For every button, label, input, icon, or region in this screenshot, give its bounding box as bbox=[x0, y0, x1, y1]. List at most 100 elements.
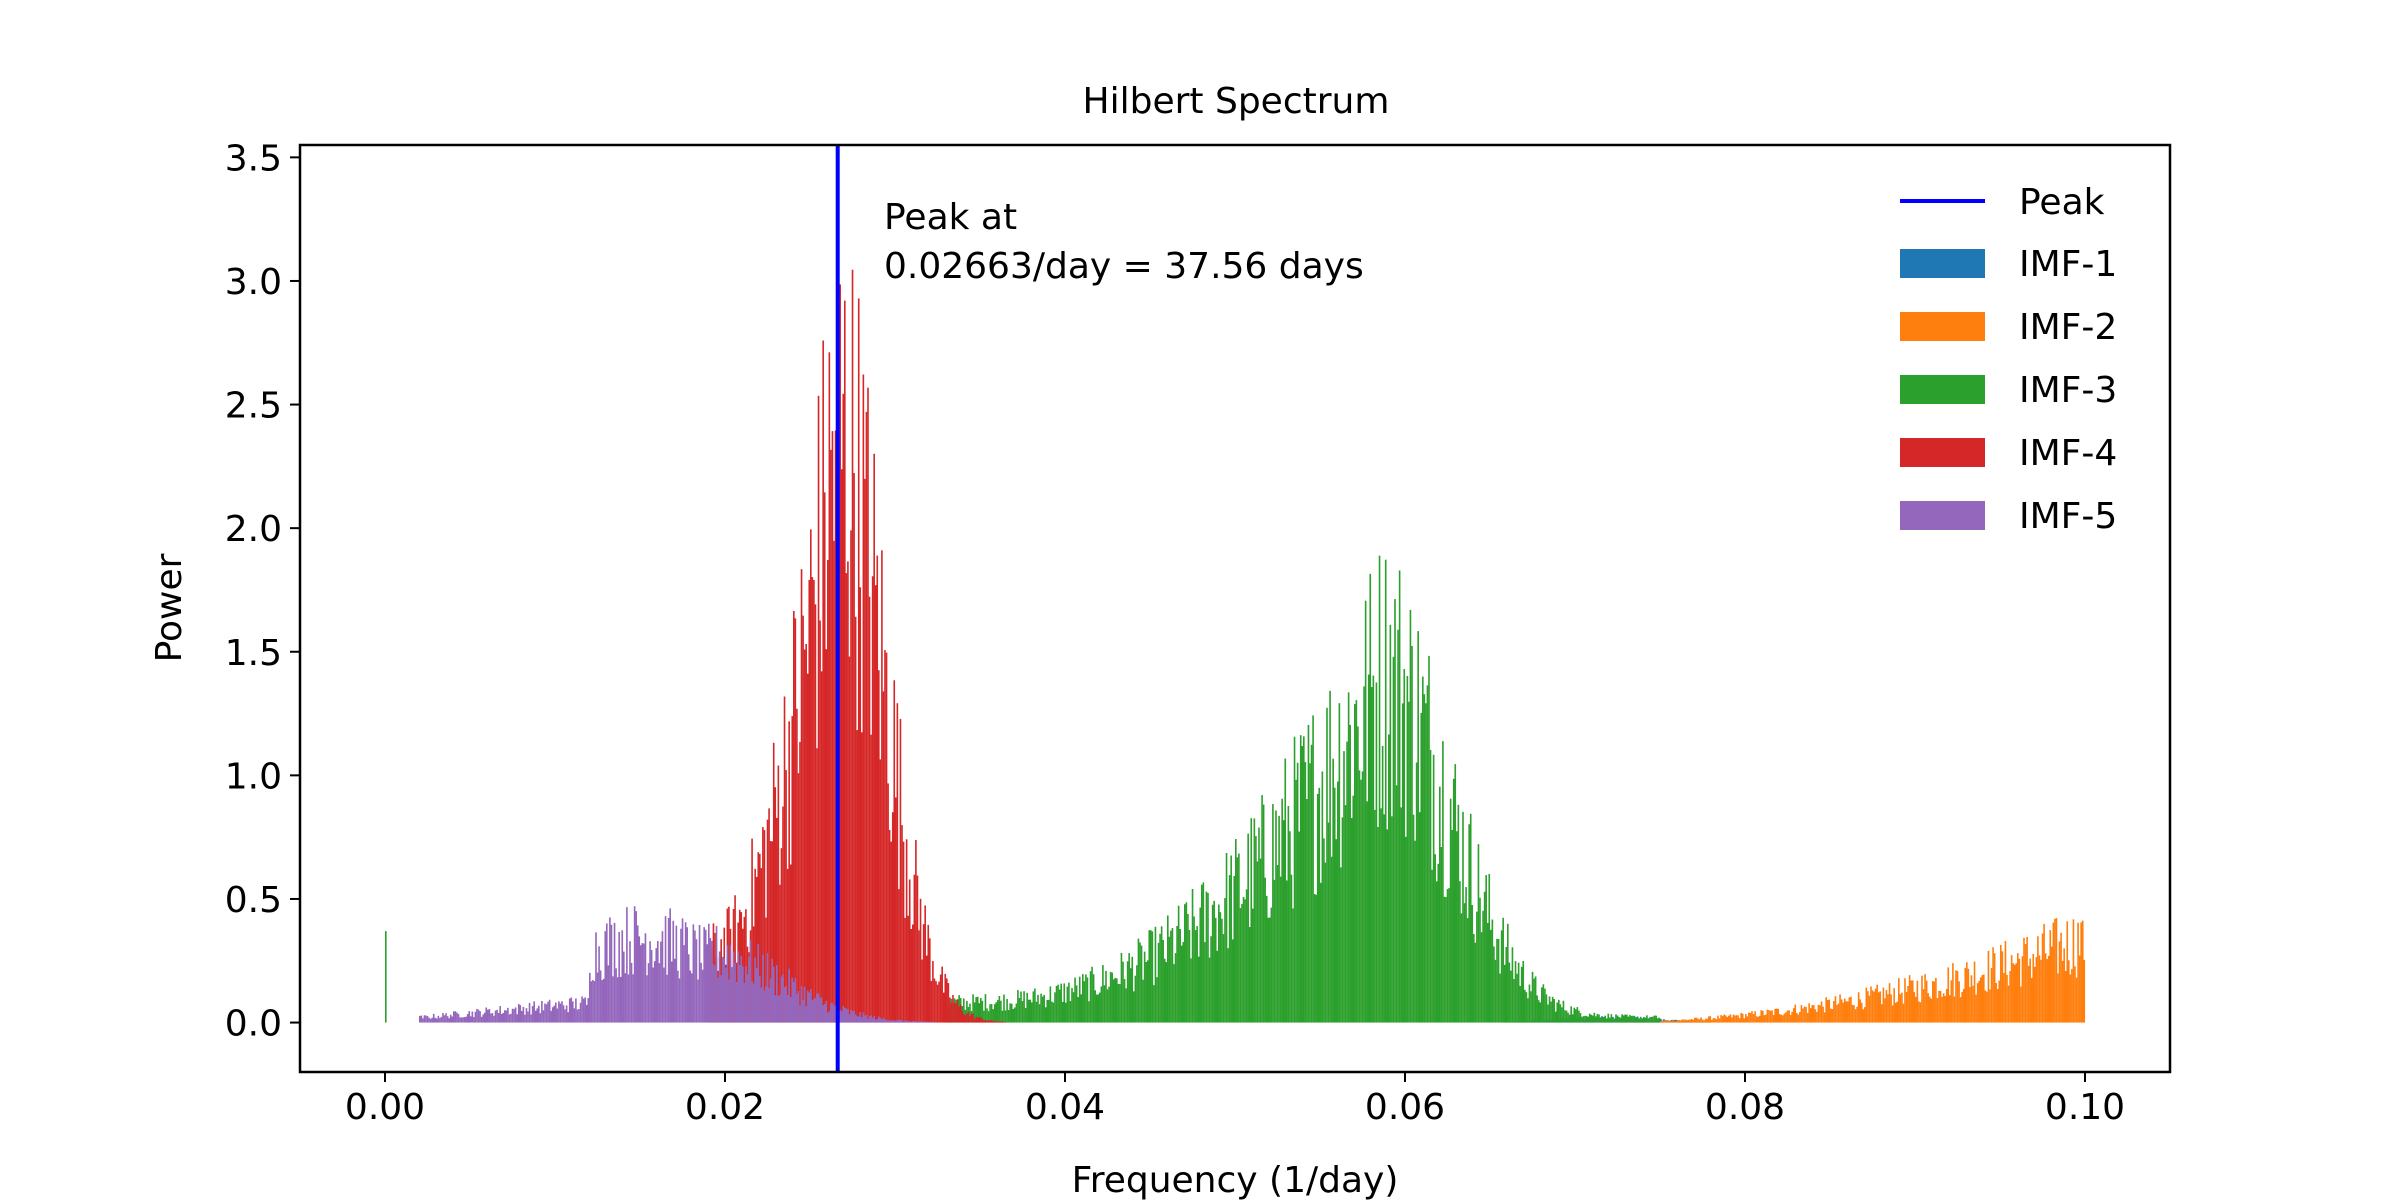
spectrum-bar bbox=[1123, 979, 1126, 1023]
spectrum-bar bbox=[1939, 991, 1942, 1023]
spectrum-bar bbox=[1885, 990, 1888, 1023]
spectrum-bar bbox=[1520, 966, 1523, 1023]
spectrum-bar bbox=[989, 1020, 991, 1023]
spectrum-bar bbox=[748, 956, 750, 1023]
spectrum-bar bbox=[1723, 1014, 1725, 1023]
spectrum-bar bbox=[1704, 1018, 1707, 1023]
spectrum-bar bbox=[615, 968, 617, 1023]
spectrum-bar bbox=[850, 1010, 852, 1023]
spectrum-bar bbox=[1051, 1001, 1053, 1023]
spectrum-bar bbox=[1633, 1015, 1636, 1023]
spectrum-bar bbox=[473, 1017, 475, 1023]
spectrum-bar bbox=[1545, 994, 1548, 1023]
spectrum-bar bbox=[1012, 1008, 1015, 1023]
spectrum-bar bbox=[754, 957, 756, 1023]
spectrum-bar bbox=[1802, 1008, 1804, 1023]
spectrum-bar bbox=[1986, 991, 1988, 1023]
spectrum-bar bbox=[882, 691, 885, 1023]
spectrum-bar bbox=[1843, 998, 1846, 1023]
spectrum-bar bbox=[1683, 1019, 1685, 1023]
spectrum-bar bbox=[842, 1005, 845, 1023]
spectrum-bar bbox=[1675, 1020, 1678, 1023]
spectrum-bar bbox=[1898, 978, 1900, 1023]
spectrum-bar bbox=[786, 994, 789, 1023]
spectrum-bar bbox=[694, 930, 696, 1023]
spectrum-bar bbox=[885, 652, 888, 1023]
spectrum-bar bbox=[1454, 764, 1457, 1023]
spectrum-bar bbox=[462, 1017, 464, 1023]
spectrum-bar bbox=[1262, 804, 1265, 1023]
spectrum-bar bbox=[1318, 787, 1321, 1023]
spectrum-bar bbox=[1641, 1019, 1644, 1023]
spectrum-bar bbox=[1979, 977, 1982, 1023]
spectrum-bar bbox=[740, 955, 743, 1023]
spectrum-bar bbox=[514, 1007, 517, 1023]
spectrum-bar bbox=[1239, 908, 1242, 1023]
spectrum-bar bbox=[1720, 1015, 1722, 1023]
spectrum-bar bbox=[1891, 1005, 1894, 1023]
spectrum-bar bbox=[1578, 1010, 1580, 1023]
spectrum-bar bbox=[874, 585, 877, 1023]
spectrum-bar bbox=[816, 748, 818, 1023]
spectrum-bar bbox=[891, 812, 894, 1023]
spectrum-bar bbox=[1783, 1013, 1786, 1023]
spectrum-bar bbox=[1860, 1002, 1863, 1023]
spectrum-bar bbox=[1213, 900, 1215, 1023]
spectrum-bar bbox=[811, 577, 814, 1023]
spectrum-bar bbox=[663, 967, 665, 1023]
spectrum-bar bbox=[453, 1011, 455, 1023]
spectrum-bar bbox=[840, 469, 843, 1023]
spectrum-bar bbox=[1605, 1018, 1608, 1023]
spectrum-bar bbox=[1966, 962, 1968, 1023]
spectrum-bar bbox=[870, 734, 872, 1023]
spectrum-bar bbox=[1927, 993, 1929, 1023]
spectrum-bar bbox=[893, 1020, 896, 1023]
spectrum-bar bbox=[485, 1007, 488, 1023]
spectrum-bar bbox=[1735, 1015, 1738, 1023]
spectrum-bar bbox=[2061, 960, 2064, 1023]
spectrum-bar bbox=[712, 964, 715, 1023]
spectrum-bar bbox=[981, 1018, 984, 1023]
spectrum-bar bbox=[616, 977, 619, 1023]
spectrum-bar bbox=[1400, 807, 1402, 1023]
spectrum-bar bbox=[1768, 1010, 1770, 1023]
spectrum-bar bbox=[1933, 981, 1936, 1023]
spectrum-bar bbox=[1571, 1014, 1574, 1023]
spectrum-bar bbox=[1100, 986, 1103, 1023]
spectrum-bar bbox=[995, 1021, 998, 1023]
spectrum-bar bbox=[1443, 896, 1446, 1023]
spectrum-bar bbox=[1482, 910, 1484, 1023]
spectrum-bar bbox=[956, 999, 959, 1023]
spectrum-bar bbox=[735, 981, 738, 1023]
spectrum-bar bbox=[930, 980, 933, 1023]
spectrum-bar bbox=[779, 884, 781, 1023]
x-tick-label: 0.08 bbox=[1705, 1087, 1785, 1128]
spectrum-bar bbox=[2064, 970, 2067, 1023]
spectrum-bar bbox=[859, 587, 862, 1023]
spectrum-bar bbox=[978, 1003, 981, 1023]
spectrum-bar bbox=[2024, 944, 2027, 1023]
spectrum-bar bbox=[1502, 917, 1504, 1023]
spectrum-bar bbox=[1969, 987, 1971, 1023]
spectrum-bar bbox=[830, 1003, 832, 1023]
spectrum-bar bbox=[1754, 1011, 1756, 1023]
spectrum-bar bbox=[1837, 1003, 1840, 1023]
spectrum-bar bbox=[1190, 958, 1192, 1023]
spectrum-bar bbox=[1697, 1018, 1699, 1023]
spectrum-bar bbox=[755, 876, 758, 1023]
spectrum-bar bbox=[797, 773, 800, 1023]
spectrum-bar bbox=[525, 1008, 528, 1023]
spectrum-bar bbox=[602, 978, 605, 1023]
spectrum-bar bbox=[912, 924, 914, 1023]
spectrum-bar bbox=[817, 395, 820, 1023]
spectrum-bar bbox=[1133, 991, 1135, 1023]
spectrum-bar bbox=[1197, 956, 1200, 1023]
spectrum-bar bbox=[817, 993, 820, 1023]
spectrum-bar bbox=[508, 1014, 511, 1023]
spectrum-bar bbox=[1177, 905, 1180, 1023]
spectrum-bar bbox=[420, 1015, 423, 1023]
spectrum-bar bbox=[638, 936, 641, 1023]
spectrum-bar bbox=[803, 649, 806, 1023]
spectrum-bar bbox=[752, 926, 755, 1023]
spectrum-bar bbox=[1715, 1019, 1718, 1023]
